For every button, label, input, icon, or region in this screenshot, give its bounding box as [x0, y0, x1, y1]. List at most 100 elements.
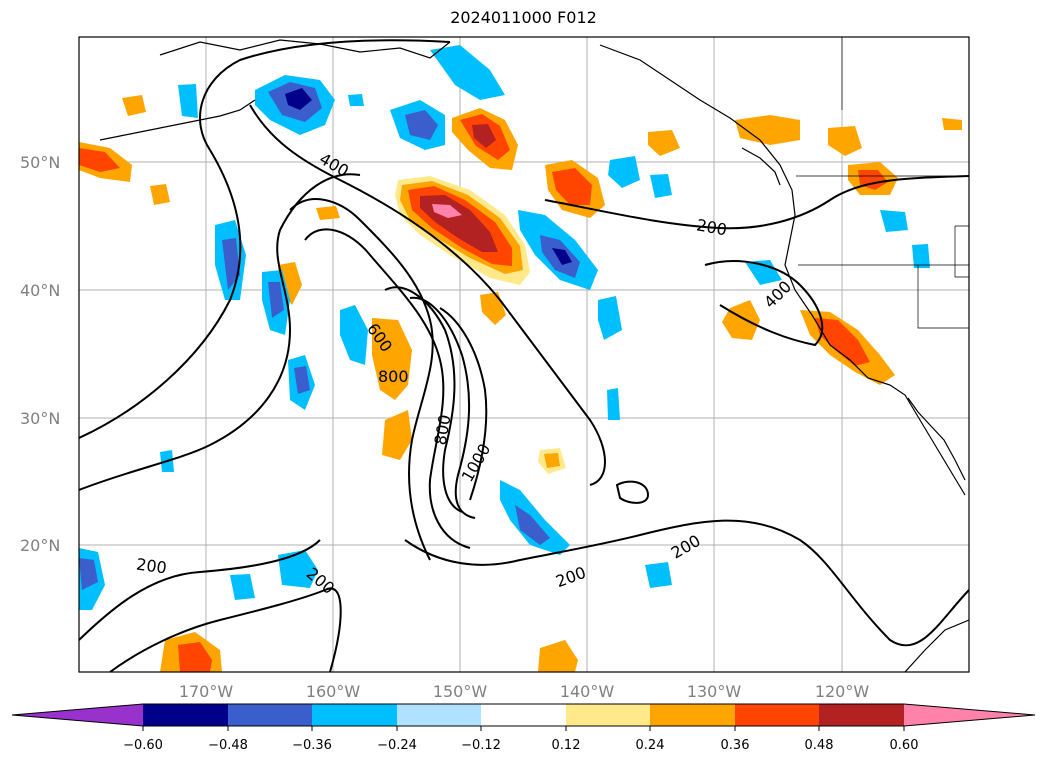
colorbar-segment [397, 704, 481, 726]
cold-anomaly-np2-dark [552, 248, 572, 265]
cold-anomaly-sw2-mid [79, 558, 98, 590]
coast-central-america [904, 619, 969, 672]
cold-anomaly-sw1 [278, 550, 318, 588]
colorbar-segment [481, 704, 566, 726]
colorbar-extend-left [12, 704, 143, 726]
lon-label-140w: 140°W [560, 682, 615, 701]
lon-label-120w: 120°W [815, 682, 870, 701]
warm-anomaly-ca-red [815, 318, 870, 366]
colorbar-ticks [142, 726, 905, 731]
cold-anomaly-c1 [340, 305, 368, 365]
border-state3 [954, 225, 969, 278]
cold-anomaly-s1 [500, 480, 570, 555]
lat-label-50n: 50°N [20, 153, 60, 172]
plot-title: 2024011000 F012 [450, 8, 597, 27]
colorbar-tick-label: 0.48 [805, 738, 834, 753]
cold-anomaly-small1 [178, 84, 198, 118]
lat-label-20n: 20°N [20, 536, 60, 555]
borders [796, 37, 969, 329]
warm-anomaly-small1 [122, 95, 146, 116]
lon-label-150w: 150°W [433, 682, 488, 701]
colorbar-tick-label: 0.12 [552, 738, 581, 753]
lat-label-30n: 30°N [20, 409, 60, 428]
cold-anomaly-small3 [348, 94, 364, 106]
contour-200-east [544, 175, 969, 230]
cold-anomaly-e7 [645, 562, 672, 588]
contour-label-200-b: 200 [135, 554, 168, 577]
cold-anomaly-c2-mid [294, 366, 310, 394]
colorbar-segment [312, 704, 397, 726]
colorbar-segment [143, 704, 228, 726]
warm-anomaly-bc [735, 115, 800, 145]
colorbar-tick-label: −0.24 [377, 738, 417, 753]
colorbar: −0.60 −0.48 −0.36 −0.24 −0.12 0.12 0.24 … [11, 703, 1036, 753]
warm-anomaly-n1-dark [472, 124, 496, 148]
map-content: 400 200 400 600 800 800 1000 200 200 200… [79, 37, 969, 672]
positive-anomaly-fills [79, 95, 962, 672]
lon-label-160w: 160°W [306, 682, 361, 701]
colorbar-segment [819, 704, 904, 726]
contour-200-south [79, 539, 321, 641]
lat-label-40n: 40°N [20, 281, 60, 300]
colorbar-tick-label: 0.24 [636, 738, 665, 753]
cold-anomaly-e8 [607, 388, 620, 420]
warm-anomaly-or [722, 300, 760, 340]
contour-800-inner [384, 286, 463, 513]
warm-anomaly-ne [942, 118, 962, 130]
contour-loop1 [615, 480, 650, 504]
colorbar-tick-label: −0.60 [123, 738, 163, 753]
coast-vancouver [741, 147, 781, 186]
warm-anomaly-small3 [316, 206, 340, 220]
lon-label-130w: 130°W [687, 682, 742, 701]
lon-label-170w: 170°W [179, 682, 234, 701]
warm-anomaly-ab [828, 126, 862, 156]
cold-anomaly-n3 [430, 45, 505, 100]
colorbar-segment [228, 704, 312, 726]
cold-anomaly-e5 [880, 210, 908, 232]
contour-200-southwest [109, 587, 342, 672]
colorbar-tick-label: −0.48 [208, 738, 248, 753]
cold-anomaly-e3 [598, 296, 622, 340]
map-frame [78, 36, 970, 673]
contour-400-east [704, 260, 824, 347]
cold-anomaly-e1 [608, 156, 640, 188]
warm-anomaly-np1-red [552, 168, 592, 205]
longitude-labels: 170°W 160°W 150°W 140°W 130°W 120°W [179, 682, 870, 701]
coast-aleutians [99, 99, 256, 141]
map-background [79, 37, 969, 672]
contour-200-south2 [404, 519, 969, 647]
colorbar-tick-label: 0.36 [721, 738, 750, 753]
coast-mexico [907, 397, 966, 481]
contour-1000 [409, 296, 476, 519]
height-contours [79, 39, 969, 672]
warm-anomaly-sw1-red [178, 642, 212, 672]
cold-anomaly-e6 [912, 244, 930, 268]
colorbar-segment [735, 704, 819, 726]
colorbar-tick-label: 0.60 [890, 738, 919, 753]
contour-800-outer [304, 228, 471, 549]
latitude-labels: 50°N 40°N 30°N 20°N [20, 153, 60, 555]
cold-anomaly-sw3 [230, 574, 255, 600]
cold-anomaly-e4 [745, 260, 782, 285]
colorbar-tick-label: −0.12 [461, 738, 501, 753]
warm-anomaly-main-pink [432, 204, 462, 218]
warm-anomaly-s2-or [544, 453, 560, 468]
warm-anomaly-w1-red [79, 148, 120, 172]
contour-400 [249, 104, 606, 486]
cold-anomaly-s1-mid [515, 505, 550, 545]
warm-anomaly-small2 [150, 184, 170, 205]
colorbar-segment [566, 704, 650, 726]
contour-label-800-a: 800 [378, 367, 409, 386]
cold-anomaly-gulf-dark [285, 88, 312, 110]
cold-anomaly-w2-mid [222, 238, 240, 290]
cold-anomaly-e2 [650, 174, 672, 198]
contour-200-north [79, 39, 451, 439]
warm-anomaly-central1 [372, 318, 412, 400]
colorbar-tick-label: −0.36 [292, 738, 332, 753]
border-state2 [917, 265, 969, 329]
cold-anomaly-w3-mid [268, 282, 284, 318]
colorbar-extend-right [904, 704, 1035, 726]
warm-anomaly-s1 [538, 640, 578, 672]
warm-anomaly-central2 [382, 410, 412, 460]
